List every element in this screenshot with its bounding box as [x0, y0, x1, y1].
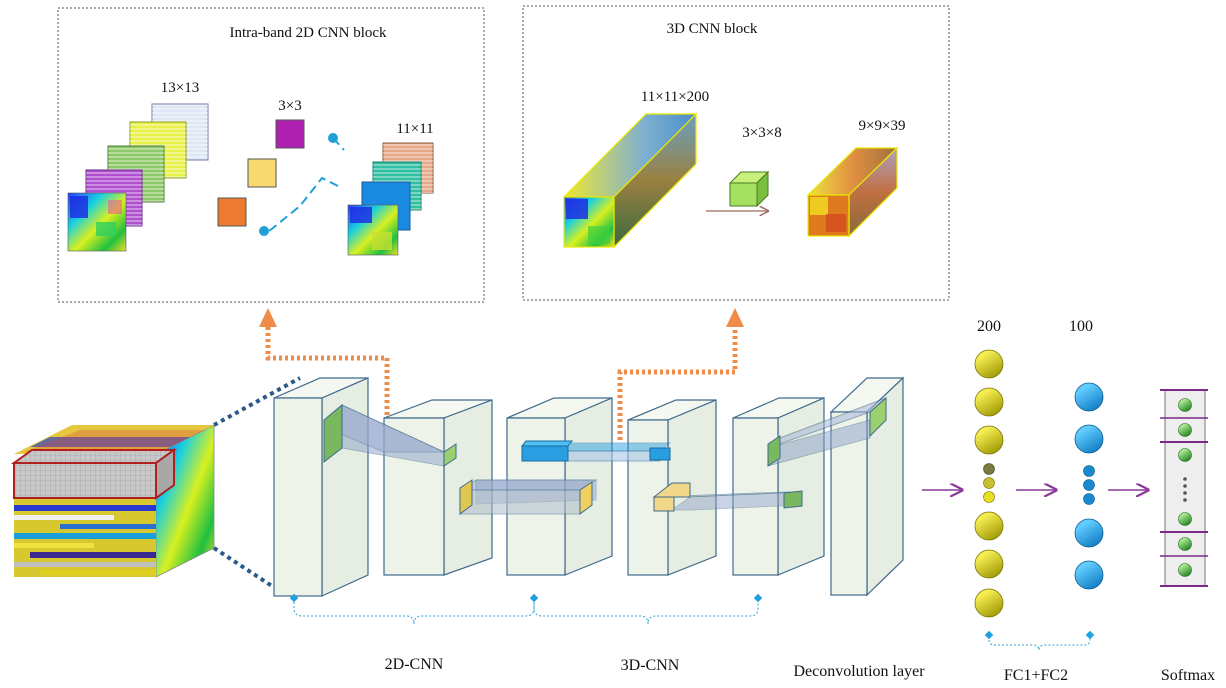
fc2-nodes: [1074, 382, 1104, 590]
softmax-output: [1160, 389, 1208, 587]
callout-arrows: [259, 308, 744, 440]
label-deconvolution-layer: Deconvolution layer: [793, 663, 925, 680]
label-softmax: Softmax: [1161, 667, 1215, 684]
kernel-squares: [217, 119, 305, 227]
expansion-line-top: [213, 376, 301, 427]
dim-input-2d: 13×13: [161, 80, 199, 96]
dim-kernel-2d: 3×3: [278, 98, 301, 114]
panel-title-3d: 3D CNN block: [667, 21, 758, 37]
receptive-field-connections: [323, 396, 887, 515]
dim-output-2d: 11×11: [396, 121, 433, 137]
dim-output-3d: 9×9×39: [859, 118, 906, 134]
panel-border: [57, 7, 485, 303]
dim-input-3d: 11×11×200: [641, 89, 709, 105]
panel-title-2d: Intra-band 2D CNN block: [229, 25, 387, 41]
label-fc1-fc2: FC1+FC2: [1004, 667, 1068, 684]
output-feature-map-stack: [347, 142, 434, 256]
kernel-connection: [259, 133, 345, 236]
input-feature-map-stack: [67, 103, 209, 252]
dim-kernel-3d: 3×3×8: [742, 125, 781, 141]
intra-band-2d-cnn-panel: Intra-band 2D CNN block 13×13 3×3: [57, 7, 485, 303]
3d-cnn-panel: 3D CNN block 11×11×200 3×3×8 9×9×39: [522, 5, 950, 301]
input-volume-cube: [562, 112, 698, 249]
kernel-cube: [728, 170, 770, 208]
output-volume-cube: [806, 146, 899, 238]
hyperspectral-input-cube: [10, 424, 215, 578]
fc1-nodes: [974, 349, 1004, 618]
expansion-line-bottom: [212, 546, 280, 592]
fc2-units: 100: [1069, 318, 1093, 335]
panel-border: [522, 5, 950, 301]
grouping-brackets: [289, 593, 1095, 651]
label-3d-cnn: 3D-CNN: [621, 657, 680, 674]
fc1-units: 200: [977, 318, 1001, 335]
layer-cube-5: [732, 397, 825, 576]
label-2d-cnn: 2D-CNN: [385, 656, 444, 673]
